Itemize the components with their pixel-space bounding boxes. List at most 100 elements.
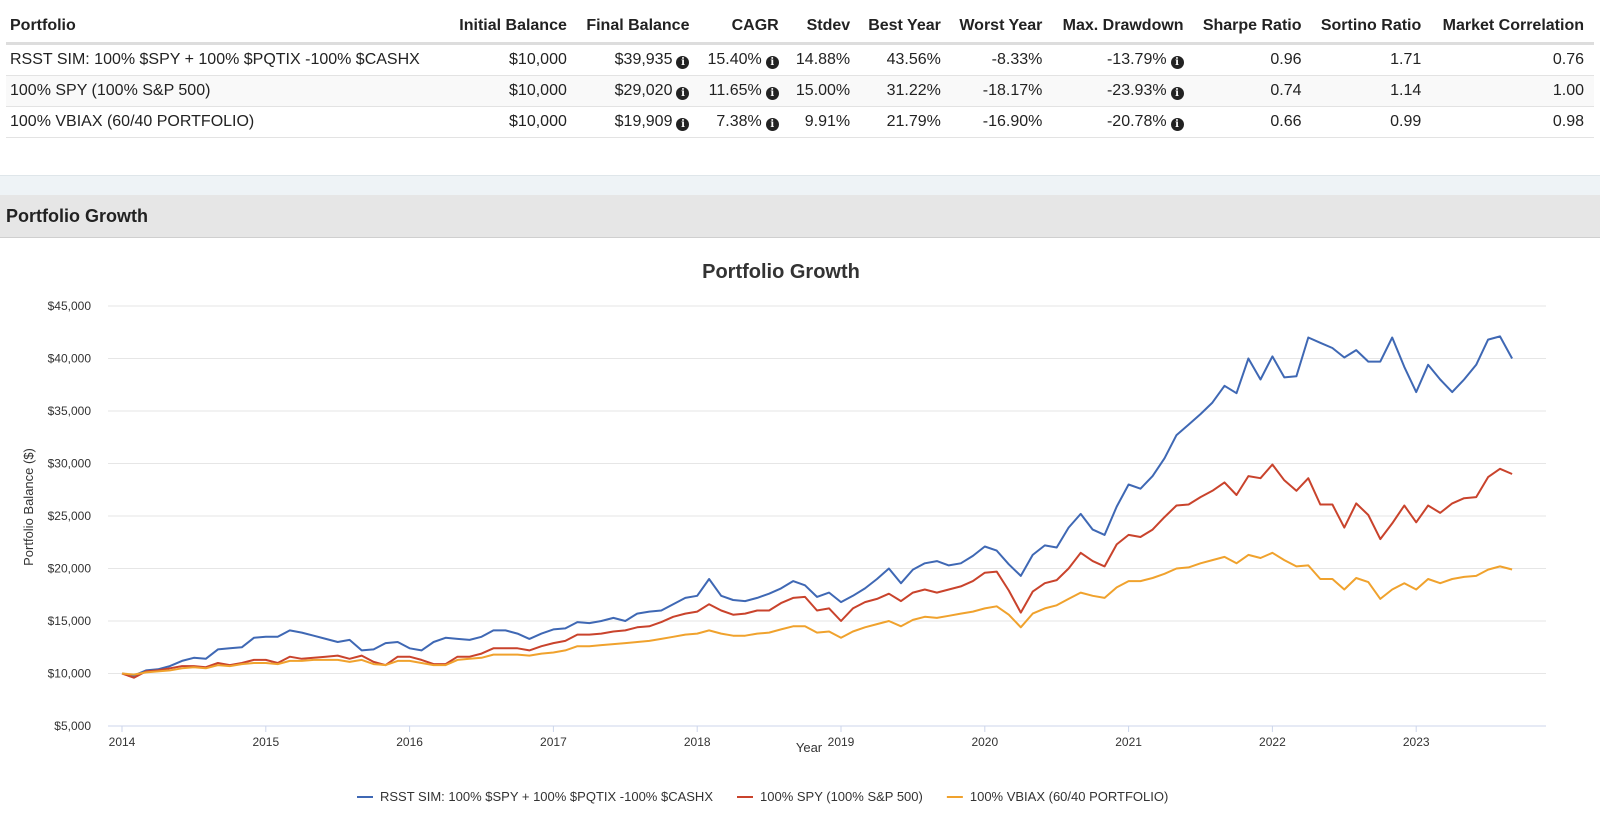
max-drawdown-cell: -23.93% i xyxy=(1052,75,1194,107)
chart-legend: RSST SIM: 100% $SPY + 100% $PQTIX -100% … xyxy=(357,789,1168,804)
y-tick-label: $35,000 xyxy=(48,404,92,418)
max-drawdown-cell: -13.79% i xyxy=(1052,43,1194,76)
header-sharpe-ratio: Sharpe Ratio xyxy=(1193,10,1312,45)
sortino-ratio: 0.99 xyxy=(1311,106,1432,138)
final-balance-cell: $19,909 i xyxy=(576,106,700,138)
section-title: Portfolio Growth xyxy=(6,206,148,226)
worst-year: -8.33% xyxy=(950,43,1053,76)
info-icon[interactable]: i xyxy=(765,56,779,69)
max-drawdown: -23.93% xyxy=(1106,82,1167,99)
header-initial-balance: Initial Balance xyxy=(449,10,577,45)
y-axis-ticks: $5,000 $10,000 $15,000 $20,000 $25,000 $30,00… xyxy=(48,299,92,733)
header-stdev: Stdev xyxy=(788,10,861,45)
portfolio-name: 100% VBIAX (60/40 PORTFOLIO) xyxy=(6,106,450,138)
max-drawdown: -20.78% xyxy=(1106,113,1167,130)
final-balance: $29,020 xyxy=(614,82,673,99)
header-best-year: Best Year xyxy=(860,10,951,45)
x-tick-label: 2017 xyxy=(540,735,567,749)
table-row: 100% SPY (100% S&P 500) $10,000 $29,020 i… xyxy=(6,75,1594,107)
portfolio-name: 100% SPY (100% S&P 500) xyxy=(6,75,450,107)
worst-year: -16.90% xyxy=(950,106,1053,138)
cagr: 15.40% xyxy=(707,51,762,68)
header-portfolio: Portfolio xyxy=(6,10,450,45)
portfolio-growth-chart: $5,000 $10,000 $15,000 $20,000 $25,000 $30,00… xyxy=(0,245,1600,820)
info-icon[interactable]: i xyxy=(676,56,690,69)
section-divider xyxy=(0,175,1600,196)
series-line-2 xyxy=(121,463,1513,679)
initial-balance: $10,000 xyxy=(449,43,577,76)
portfolio-name: RSST SIM: 100% $SPY + 100% $PQTIX -100% … xyxy=(6,43,450,76)
info-icon[interactable]: i xyxy=(765,118,779,131)
header-final-balance: Final Balance xyxy=(576,10,700,45)
legend-item-3[interactable]: 100% VBIAX (60/40 PORTFOLIO) xyxy=(946,789,1168,804)
stdev: 15.00% xyxy=(788,75,861,107)
final-balance: $19,909 xyxy=(614,113,673,130)
cagr: 11.65% xyxy=(708,82,762,99)
header-max-drawdown: Max. Drawdown xyxy=(1052,10,1194,45)
legend-item-2[interactable]: 100% SPY (100% S&P 500) xyxy=(737,789,923,804)
max-drawdown-cell: -20.78% i xyxy=(1052,106,1194,138)
cagr: 7.38% xyxy=(716,113,762,130)
y-axis-label: Portfolio Balance ($) xyxy=(21,448,36,566)
info-icon[interactable]: i xyxy=(676,87,690,100)
x-axis-label: Year xyxy=(796,740,823,755)
sortino-ratio: 1.71 xyxy=(1311,43,1432,76)
worst-year: -18.17% xyxy=(950,75,1053,107)
sharpe-ratio: 0.96 xyxy=(1193,43,1312,76)
x-tick-label: 2015 xyxy=(252,735,279,749)
header-cagr: CAGR xyxy=(699,10,789,45)
y-tick-label: $25,000 xyxy=(48,509,92,523)
y-tick-label: $10,000 xyxy=(48,667,92,681)
final-balance-cell: $29,020 i xyxy=(576,75,700,107)
table-header-row: Portfolio Initial Balance Final Balance … xyxy=(6,10,1594,45)
x-tick-label: 2023 xyxy=(1403,735,1430,749)
sharpe-ratio: 0.74 xyxy=(1193,75,1312,107)
y-tick-label: $45,000 xyxy=(48,299,92,313)
chart-background xyxy=(0,245,1600,820)
y-tick-label: $20,000 xyxy=(48,562,92,576)
y-tick-label: $5,000 xyxy=(54,719,91,733)
info-icon[interactable]: i xyxy=(1170,56,1184,69)
chart-title: Portfolio Growth xyxy=(702,261,860,283)
header-worst-year: Worst Year xyxy=(950,10,1053,45)
final-balance: $39,935 xyxy=(614,51,673,68)
portfolio-stats-table: Portfolio Initial Balance Final Balance … xyxy=(6,10,1594,138)
best-year: 43.56% xyxy=(860,43,951,76)
chart-series xyxy=(121,335,1513,679)
initial-balance: $10,000 xyxy=(449,75,577,107)
x-axis-ticks: 2014 2015 2016 2017 2018 2019 2020 2021 2022 2023 xyxy=(109,726,1430,749)
y-tick-label: $30,000 xyxy=(48,457,92,471)
legend-label: RSST SIM: 100% $SPY + 100% $PQTIX -100% … xyxy=(380,789,713,804)
x-tick-label: 2022 xyxy=(1259,735,1286,749)
market-correlation: 0.98 xyxy=(1431,106,1594,138)
series-line-3 xyxy=(121,551,1513,676)
x-tick-label: 2016 xyxy=(396,735,423,749)
best-year: 21.79% xyxy=(860,106,951,138)
y-tick-label: $40,000 xyxy=(48,352,92,366)
table-row: RSST SIM: 100% $SPY + 100% $PQTIX -100% … xyxy=(6,43,1594,76)
legend-item-1[interactable]: RSST SIM: 100% $SPY + 100% $PQTIX -100% … xyxy=(357,789,713,804)
max-drawdown: -13.79% xyxy=(1106,51,1167,68)
market-correlation: 0.76 xyxy=(1431,43,1594,76)
legend-label: 100% VBIAX (60/40 PORTFOLIO) xyxy=(970,789,1168,804)
x-tick-label: 2019 xyxy=(828,735,855,749)
sortino-ratio: 1.14 xyxy=(1311,75,1432,107)
cagr-cell: 11.65% i xyxy=(699,75,789,107)
stdev: 14.88% xyxy=(788,43,861,76)
x-tick-label: 2020 xyxy=(971,735,998,749)
chart-grid xyxy=(108,305,1546,674)
info-icon[interactable]: i xyxy=(676,118,690,131)
header-market-correlation: Market Correlation xyxy=(1431,10,1594,45)
final-balance-cell: $39,935 i xyxy=(576,43,700,76)
y-tick-label: $15,000 xyxy=(48,614,92,628)
table-row: 100% VBIAX (60/40 PORTFOLIO) $10,000 $19… xyxy=(6,106,1594,138)
best-year: 31.22% xyxy=(860,75,951,107)
x-tick-label: 2014 xyxy=(109,735,136,749)
info-icon[interactable]: i xyxy=(1170,118,1184,131)
info-icon[interactable]: i xyxy=(1170,87,1184,100)
info-icon[interactable]: i xyxy=(765,87,779,100)
x-tick-label: 2021 xyxy=(1115,735,1142,749)
cagr-cell: 15.40% i xyxy=(699,43,789,76)
sharpe-ratio: 0.66 xyxy=(1193,106,1312,138)
initial-balance: $10,000 xyxy=(449,106,577,138)
